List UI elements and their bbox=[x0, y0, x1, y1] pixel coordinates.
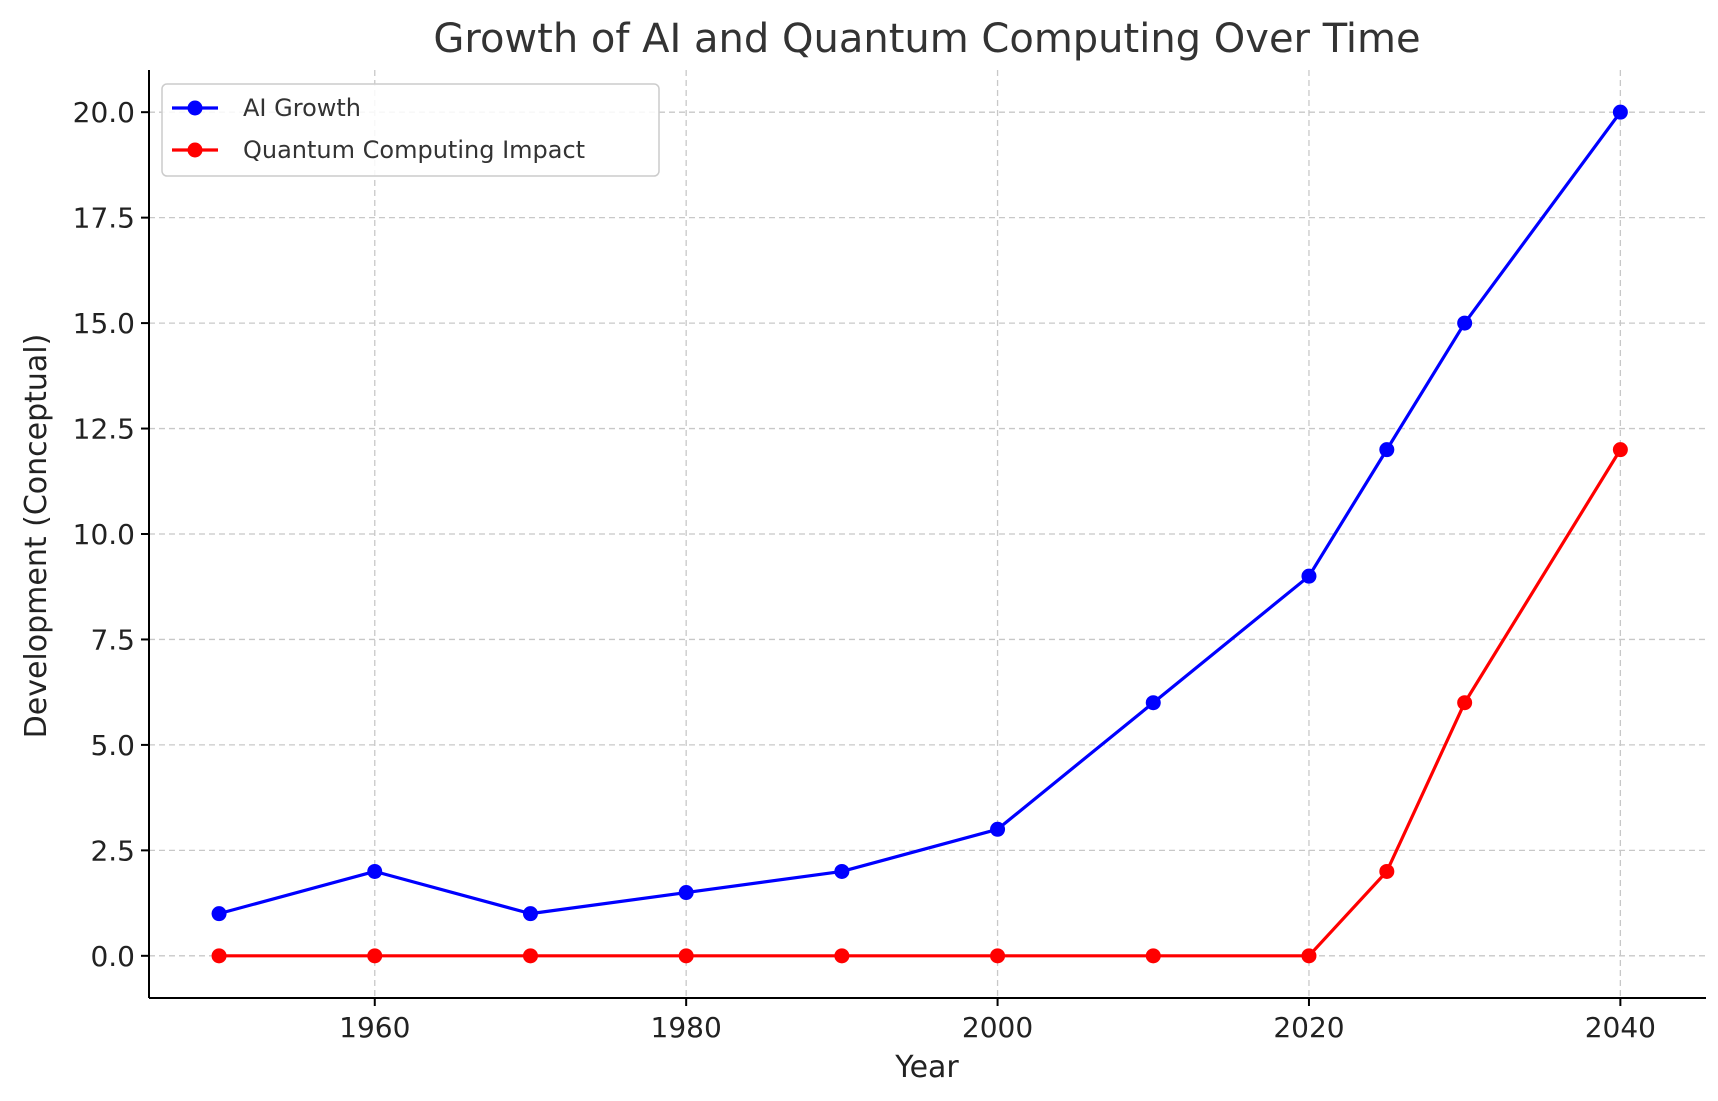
legend-marker bbox=[187, 100, 203, 116]
legend-item: Quantum Computing Impact bbox=[172, 136, 585, 164]
data-point bbox=[990, 948, 1006, 964]
data-point bbox=[522, 948, 538, 964]
data-point bbox=[834, 863, 850, 879]
data-point bbox=[522, 906, 538, 922]
x-tick-label: 2040 bbox=[1585, 1011, 1656, 1044]
data-point bbox=[211, 906, 227, 922]
legend-marker bbox=[187, 142, 203, 158]
x-tick-label: 1980 bbox=[651, 1011, 722, 1044]
y-tick-label: 20.0 bbox=[73, 96, 135, 129]
data-point bbox=[1301, 568, 1317, 584]
series-ai-growth bbox=[211, 104, 1628, 922]
data-point bbox=[1379, 863, 1395, 879]
x-axis-label: Year bbox=[894, 1050, 959, 1085]
y-axis-ticks: 0.0 2.5 5.0 7.5 10.0 12.5 15.0 17.5 20.0 bbox=[73, 96, 149, 973]
data-point bbox=[1145, 695, 1161, 711]
x-axis-ticks: 1960 1980 2000 2020 2040 bbox=[339, 998, 1656, 1044]
data-point bbox=[367, 948, 383, 964]
data-point bbox=[1612, 442, 1628, 458]
y-tick-label: 5.0 bbox=[90, 729, 135, 762]
y-tick-label: 2.5 bbox=[90, 834, 135, 867]
series-line bbox=[218, 111, 1622, 916]
x-tick-label: 2020 bbox=[1273, 1011, 1344, 1044]
series-layer bbox=[211, 104, 1628, 964]
legend: AI Growth Quantum Computing Impact bbox=[161, 83, 660, 177]
data-point bbox=[1301, 948, 1317, 964]
legend-label: Quantum Computing Impact bbox=[243, 136, 585, 164]
legend-label: AI Growth bbox=[243, 94, 361, 122]
y-tick-label: 17.5 bbox=[73, 202, 135, 235]
data-point bbox=[1457, 695, 1473, 711]
x-tick-label: 2000 bbox=[962, 1011, 1033, 1044]
chart-title: Growth of AI and Quantum Computing Over … bbox=[433, 16, 1420, 62]
data-point bbox=[678, 948, 694, 964]
y-tick-label: 15.0 bbox=[73, 307, 135, 340]
data-point bbox=[1457, 315, 1473, 331]
data-point bbox=[211, 948, 227, 964]
y-axis-label: Development (Conceptual) bbox=[19, 334, 54, 739]
y-tick-label: 0.0 bbox=[90, 940, 135, 973]
y-tick-label: 10.0 bbox=[73, 518, 135, 551]
data-point bbox=[1145, 948, 1161, 964]
grid-lines bbox=[149, 70, 1706, 998]
data-point bbox=[678, 885, 694, 901]
data-point bbox=[834, 948, 850, 964]
series-quantum-computing-impact bbox=[211, 442, 1628, 964]
data-point bbox=[990, 821, 1006, 837]
data-point bbox=[1612, 104, 1628, 120]
y-tick-label: 7.5 bbox=[90, 623, 135, 656]
data-point bbox=[367, 863, 383, 879]
x-tick-label: 1960 bbox=[339, 1011, 410, 1044]
series-line bbox=[219, 448, 1622, 958]
legend-item: AI Growth bbox=[172, 94, 361, 122]
data-point bbox=[1379, 442, 1395, 458]
legend-box bbox=[161, 83, 660, 177]
y-tick-label: 12.5 bbox=[73, 413, 135, 446]
